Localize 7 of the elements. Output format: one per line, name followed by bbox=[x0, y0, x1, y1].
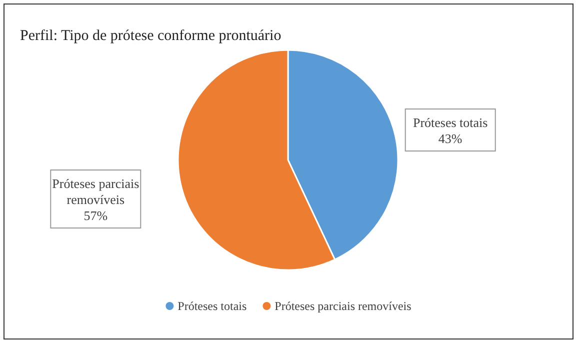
data-label: 43% bbox=[438, 130, 462, 146]
data-label: 57% bbox=[84, 208, 108, 223]
slice-label: Próteses totais bbox=[412, 114, 488, 130]
chart-title: Perfil: Tipo de prótese conforme prontuário bbox=[20, 28, 282, 44]
slice-label: Próteses parciais removíveis bbox=[52, 176, 140, 207]
legend-label: Próteses totais bbox=[178, 299, 248, 313]
legend-label: Próteses parciais removíveis bbox=[274, 299, 412, 313]
